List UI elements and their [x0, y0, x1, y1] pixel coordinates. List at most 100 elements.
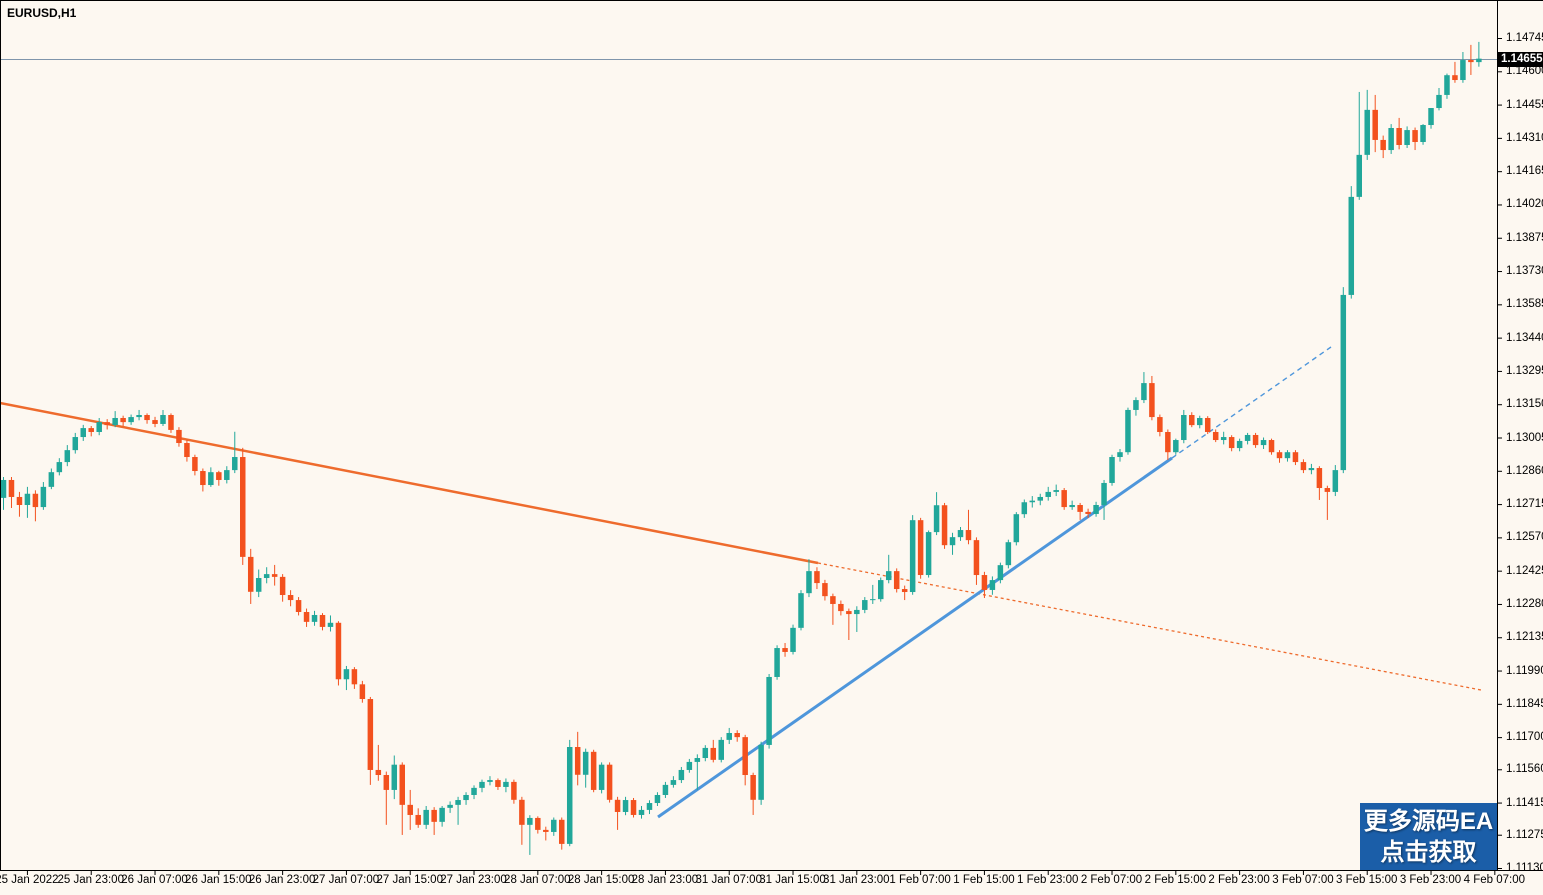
candle-body [1141, 383, 1147, 401]
price-tick-label: 1.12860 [1506, 464, 1543, 477]
candle-body [1077, 505, 1083, 512]
candle-body [479, 781, 485, 788]
price-tick-label: 1.11845 [1506, 697, 1543, 710]
candle-body [822, 583, 828, 597]
time-tick-label: 28 Jan 23:00 [631, 874, 699, 886]
time-tick-label: 31 Jan 15:00 [759, 874, 826, 886]
candle-body [1021, 502, 1028, 515]
candle-body [200, 471, 206, 486]
candle-body [24, 493, 31, 506]
candle-body [64, 450, 71, 463]
candle-body [8, 479, 15, 497]
candle-body [120, 417, 126, 423]
time-tick-label: 1 Feb 15:00 [953, 874, 1015, 886]
candle-body [710, 747, 717, 760]
candle-body [216, 472, 222, 480]
candle-body [590, 751, 597, 790]
candle-body [335, 622, 342, 680]
price-axis[interactable]: 1.14745 1.14600 1.14455 1.14310 1.14165 1.140… [1498, 0, 1543, 874]
price-tick-label: 1.12425 [1506, 564, 1543, 577]
candle-body [1149, 383, 1155, 418]
candle-body [1061, 490, 1067, 508]
candle-body [1260, 440, 1267, 446]
candle-body [240, 457, 246, 557]
time-tick-label: 1 Feb 23:00 [1017, 874, 1079, 886]
promo-banner[interactable]: 更多源码EA 点击获取 [1360, 803, 1497, 870]
candle-body [1388, 128, 1394, 151]
candle-body [917, 520, 924, 576]
time-tick-label: 2 Feb 15:00 [1144, 874, 1207, 886]
time-tick-label: 28 Jan 07:00 [504, 874, 571, 886]
price-tick-label: 1.13295 [1506, 364, 1543, 377]
candle-body [279, 576, 286, 596]
candle-body [646, 803, 653, 810]
candle-body [1476, 58, 1482, 63]
candle-body [582, 751, 589, 775]
candle-body [104, 422, 110, 426]
candle-body [965, 530, 972, 541]
candle-body [1197, 417, 1203, 426]
current-price-tag: 1.14655 [1498, 51, 1543, 67]
candle-body [224, 470, 230, 480]
candle-body [351, 669, 358, 685]
candle-body [1396, 128, 1402, 145]
candle-body [997, 565, 1004, 581]
candle-body [718, 739, 724, 760]
candle-body [742, 737, 748, 776]
candle-body [1189, 415, 1195, 426]
candle-body [1404, 130, 1410, 145]
candle-body [319, 614, 326, 627]
candle-body [176, 429, 182, 444]
candle-body [838, 603, 844, 612]
time-tick-label: 4 Feb 07:00 [1463, 874, 1526, 886]
candle-body [1316, 468, 1323, 489]
candle-body [925, 532, 932, 576]
candle-body [790, 627, 796, 652]
candle-body [359, 684, 366, 700]
candle-body [758, 744, 764, 800]
candle-body [511, 781, 517, 800]
candle-body [1228, 437, 1235, 449]
price-tick-label: 1.13440 [1506, 331, 1543, 344]
candle-body [941, 505, 948, 546]
candle-body [559, 819, 565, 844]
candle-body [1380, 139, 1386, 151]
time-tick-label: 31 Jan 23:00 [823, 874, 890, 886]
candle-body [1037, 496, 1043, 501]
candle-body [168, 415, 174, 430]
candle-body [192, 457, 198, 472]
candle-body [774, 648, 780, 677]
time-tick-label: 3 Feb 07:00 [1272, 874, 1334, 886]
candle-body [1364, 109, 1370, 155]
candle-body [1173, 440, 1179, 453]
time-tick-label: 27 Jan 15:00 [376, 874, 443, 886]
candle-body [1324, 488, 1331, 492]
candle-body [1029, 500, 1036, 503]
candle-body [1045, 491, 1051, 497]
candle-body [893, 571, 900, 590]
candle-body [96, 422, 102, 432]
candle-body [878, 580, 884, 600]
candle-body [367, 699, 374, 770]
candle-body [72, 437, 79, 451]
candle-body [1005, 542, 1012, 566]
candle-body [208, 472, 214, 486]
candle-body [287, 595, 294, 601]
time-axis[interactable]: 25 Jan 2022 25 Jan 23:00 26 Jan 07:00 26 Ja… [0, 871, 1543, 895]
candle-body [1053, 490, 1059, 492]
time-tick-label: 26 Jan 07:00 [121, 874, 188, 886]
resistance-trendline-solid [0, 401, 819, 565]
candle-body [1125, 409, 1131, 453]
candle-body [1244, 434, 1251, 441]
candle-body [846, 611, 852, 615]
candle-body [798, 593, 804, 628]
candle-body [854, 609, 860, 615]
candle-body [455, 800, 461, 805]
candle-body [694, 758, 701, 762]
time-tick-label: 28 Jan 15:00 [567, 874, 635, 886]
candle-body [375, 769, 382, 776]
candle-body [1348, 196, 1355, 295]
